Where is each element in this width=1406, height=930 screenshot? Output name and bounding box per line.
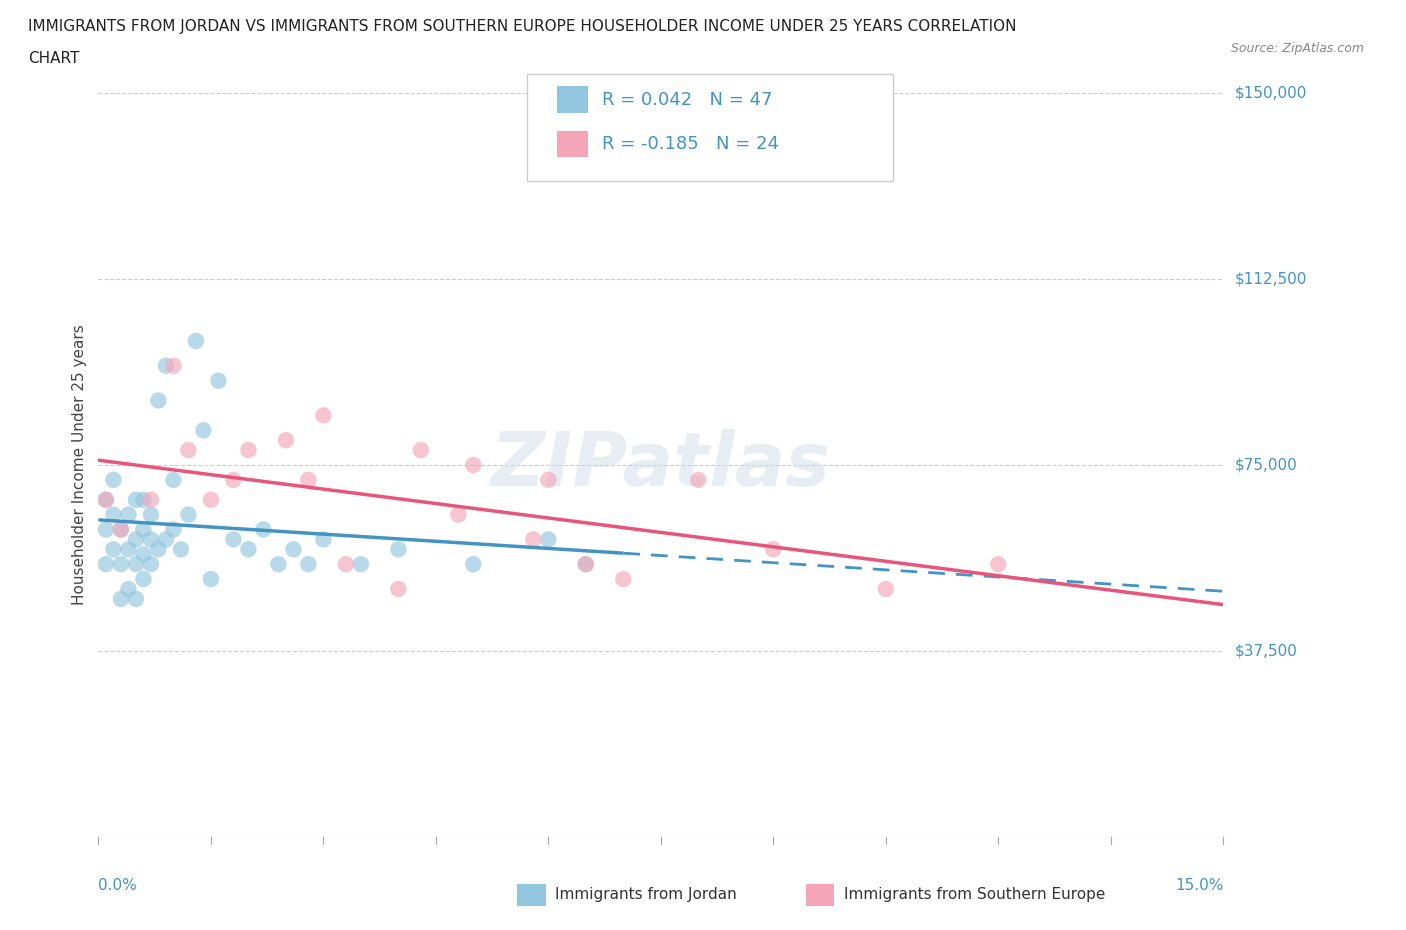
Point	[312, 408, 335, 423]
Point	[110, 522, 132, 537]
Point	[297, 472, 319, 487]
Point	[170, 542, 193, 557]
Text: ZIPatlas: ZIPatlas	[491, 429, 831, 501]
Text: 15.0%: 15.0%	[1175, 878, 1223, 893]
Point	[463, 557, 485, 572]
Point	[162, 522, 184, 537]
Point	[139, 492, 162, 507]
Point	[447, 507, 470, 522]
Point	[522, 532, 544, 547]
Text: Source: ZipAtlas.com: Source: ZipAtlas.com	[1230, 42, 1364, 55]
Point	[139, 557, 162, 572]
Point	[117, 581, 139, 596]
Point	[94, 492, 117, 507]
Point	[575, 557, 598, 572]
Point	[94, 492, 117, 507]
Point	[177, 507, 200, 522]
Point	[335, 557, 357, 572]
Point	[688, 472, 710, 487]
Y-axis label: Householder Income Under 25 years: Householder Income Under 25 years	[72, 325, 87, 605]
Point	[155, 532, 177, 547]
Point	[162, 472, 184, 487]
Point	[139, 507, 162, 522]
Point	[94, 557, 117, 572]
Point	[125, 557, 148, 572]
Point	[125, 492, 148, 507]
Point	[132, 492, 155, 507]
Text: IMMIGRANTS FROM JORDAN VS IMMIGRANTS FROM SOUTHERN EUROPE HOUSEHOLDER INCOME UND: IMMIGRANTS FROM JORDAN VS IMMIGRANTS FRO…	[28, 19, 1017, 33]
Point	[238, 443, 260, 458]
Text: R = -0.185   N = 24: R = -0.185 N = 24	[602, 135, 779, 153]
Text: $75,000: $75,000	[1234, 458, 1298, 472]
Point	[612, 572, 634, 587]
Point	[103, 507, 125, 522]
Point	[252, 522, 274, 537]
Text: R = 0.042   N = 47: R = 0.042 N = 47	[602, 90, 772, 109]
Point	[110, 557, 132, 572]
Text: 0.0%: 0.0%	[98, 878, 138, 893]
Point	[117, 542, 139, 557]
Point	[987, 557, 1010, 572]
Point	[94, 522, 117, 537]
Point	[387, 542, 409, 557]
Point	[110, 522, 132, 537]
Text: Immigrants from Jordan: Immigrants from Jordan	[555, 887, 737, 902]
Text: Immigrants from Southern Europe: Immigrants from Southern Europe	[844, 887, 1105, 902]
Point	[283, 542, 305, 557]
Point	[110, 591, 132, 606]
Point	[762, 542, 785, 557]
Point	[177, 443, 200, 458]
Text: $37,500: $37,500	[1234, 644, 1298, 658]
Text: $112,500: $112,500	[1234, 272, 1306, 286]
Point	[103, 542, 125, 557]
Text: CHART: CHART	[28, 51, 80, 66]
Point	[387, 581, 409, 596]
Point	[193, 423, 215, 438]
Point	[125, 591, 148, 606]
Point	[132, 572, 155, 587]
Point	[312, 532, 335, 547]
Point	[155, 358, 177, 373]
Point	[200, 492, 222, 507]
Point	[274, 432, 297, 447]
Point	[139, 532, 162, 547]
Point	[103, 472, 125, 487]
Point	[463, 458, 485, 472]
Point	[537, 532, 560, 547]
Point	[537, 472, 560, 487]
Point	[238, 542, 260, 557]
Point	[184, 334, 207, 349]
Point	[875, 581, 897, 596]
Point	[148, 393, 170, 408]
Point	[132, 522, 155, 537]
Point	[267, 557, 290, 572]
Point	[409, 443, 432, 458]
Point	[148, 542, 170, 557]
Point	[162, 358, 184, 373]
Point	[575, 557, 598, 572]
Point	[222, 532, 245, 547]
Point	[207, 373, 229, 388]
Point	[125, 532, 148, 547]
Point	[297, 557, 319, 572]
Point	[350, 557, 373, 572]
Text: $150,000: $150,000	[1234, 86, 1306, 100]
Point	[200, 572, 222, 587]
Point	[132, 547, 155, 562]
Point	[222, 472, 245, 487]
Point	[117, 507, 139, 522]
